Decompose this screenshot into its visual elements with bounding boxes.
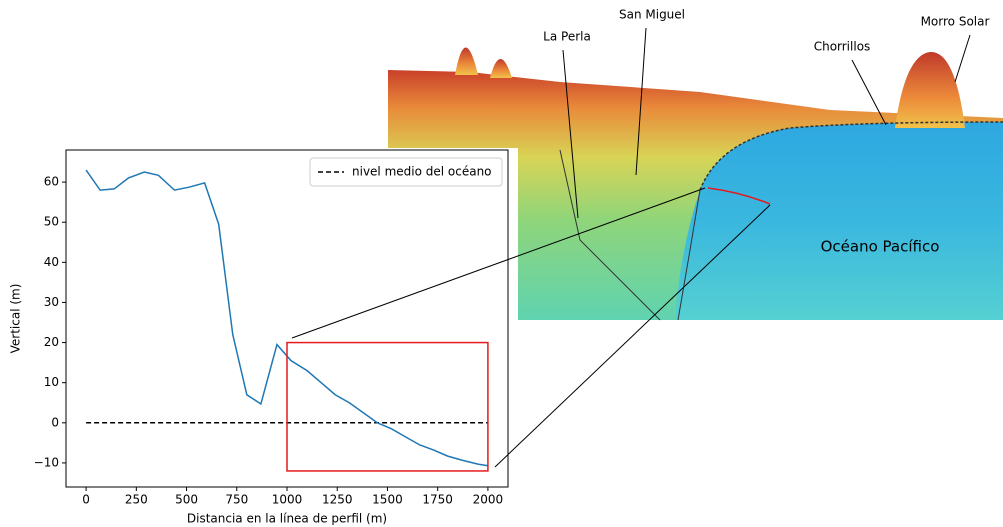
y-tick-label: 60 — [44, 175, 59, 189]
x-tick-label: 2000 — [473, 493, 504, 507]
y-axis-label: Vertical (m) — [9, 284, 23, 354]
y-tick-label: 0 — [51, 415, 59, 429]
y-tick-label: −10 — [34, 455, 59, 469]
place-label: La Perla — [543, 30, 591, 44]
x-tick-label: 250 — [125, 493, 148, 507]
y-tick-label: 20 — [44, 335, 59, 349]
legend-label: nivel medio del océano — [352, 165, 492, 179]
figure: La Perla San Miguel Chorrillos Morro Sol… — [0, 0, 1003, 527]
y-tick-label: 40 — [44, 255, 59, 269]
leader-line — [955, 35, 970, 82]
x-tick-label: 0 — [82, 493, 90, 507]
x-tick-label: 750 — [225, 493, 248, 507]
y-tick-label: 10 — [44, 375, 59, 389]
x-tick-label: 500 — [175, 493, 198, 507]
x-tick-label: 1000 — [272, 493, 303, 507]
y-tick-label: 30 — [44, 295, 59, 309]
peak — [455, 48, 478, 76]
x-axis-label: Distancia en la línea de perfil (m) — [187, 512, 387, 526]
x-tick-label: 1500 — [372, 493, 403, 507]
place-label: Chorrillos — [814, 40, 871, 54]
x-tick-label: 1750 — [422, 493, 453, 507]
y-tick-label: 50 — [44, 215, 59, 229]
peak — [490, 59, 512, 78]
place-label: Morro Solar — [921, 15, 990, 29]
x-tick-label: 1250 — [322, 493, 353, 507]
place-label: San Miguel — [619, 8, 685, 22]
place-label: Océano Pacífico — [821, 238, 940, 256]
chart-background — [0, 148, 518, 527]
morro-solar — [895, 52, 965, 128]
